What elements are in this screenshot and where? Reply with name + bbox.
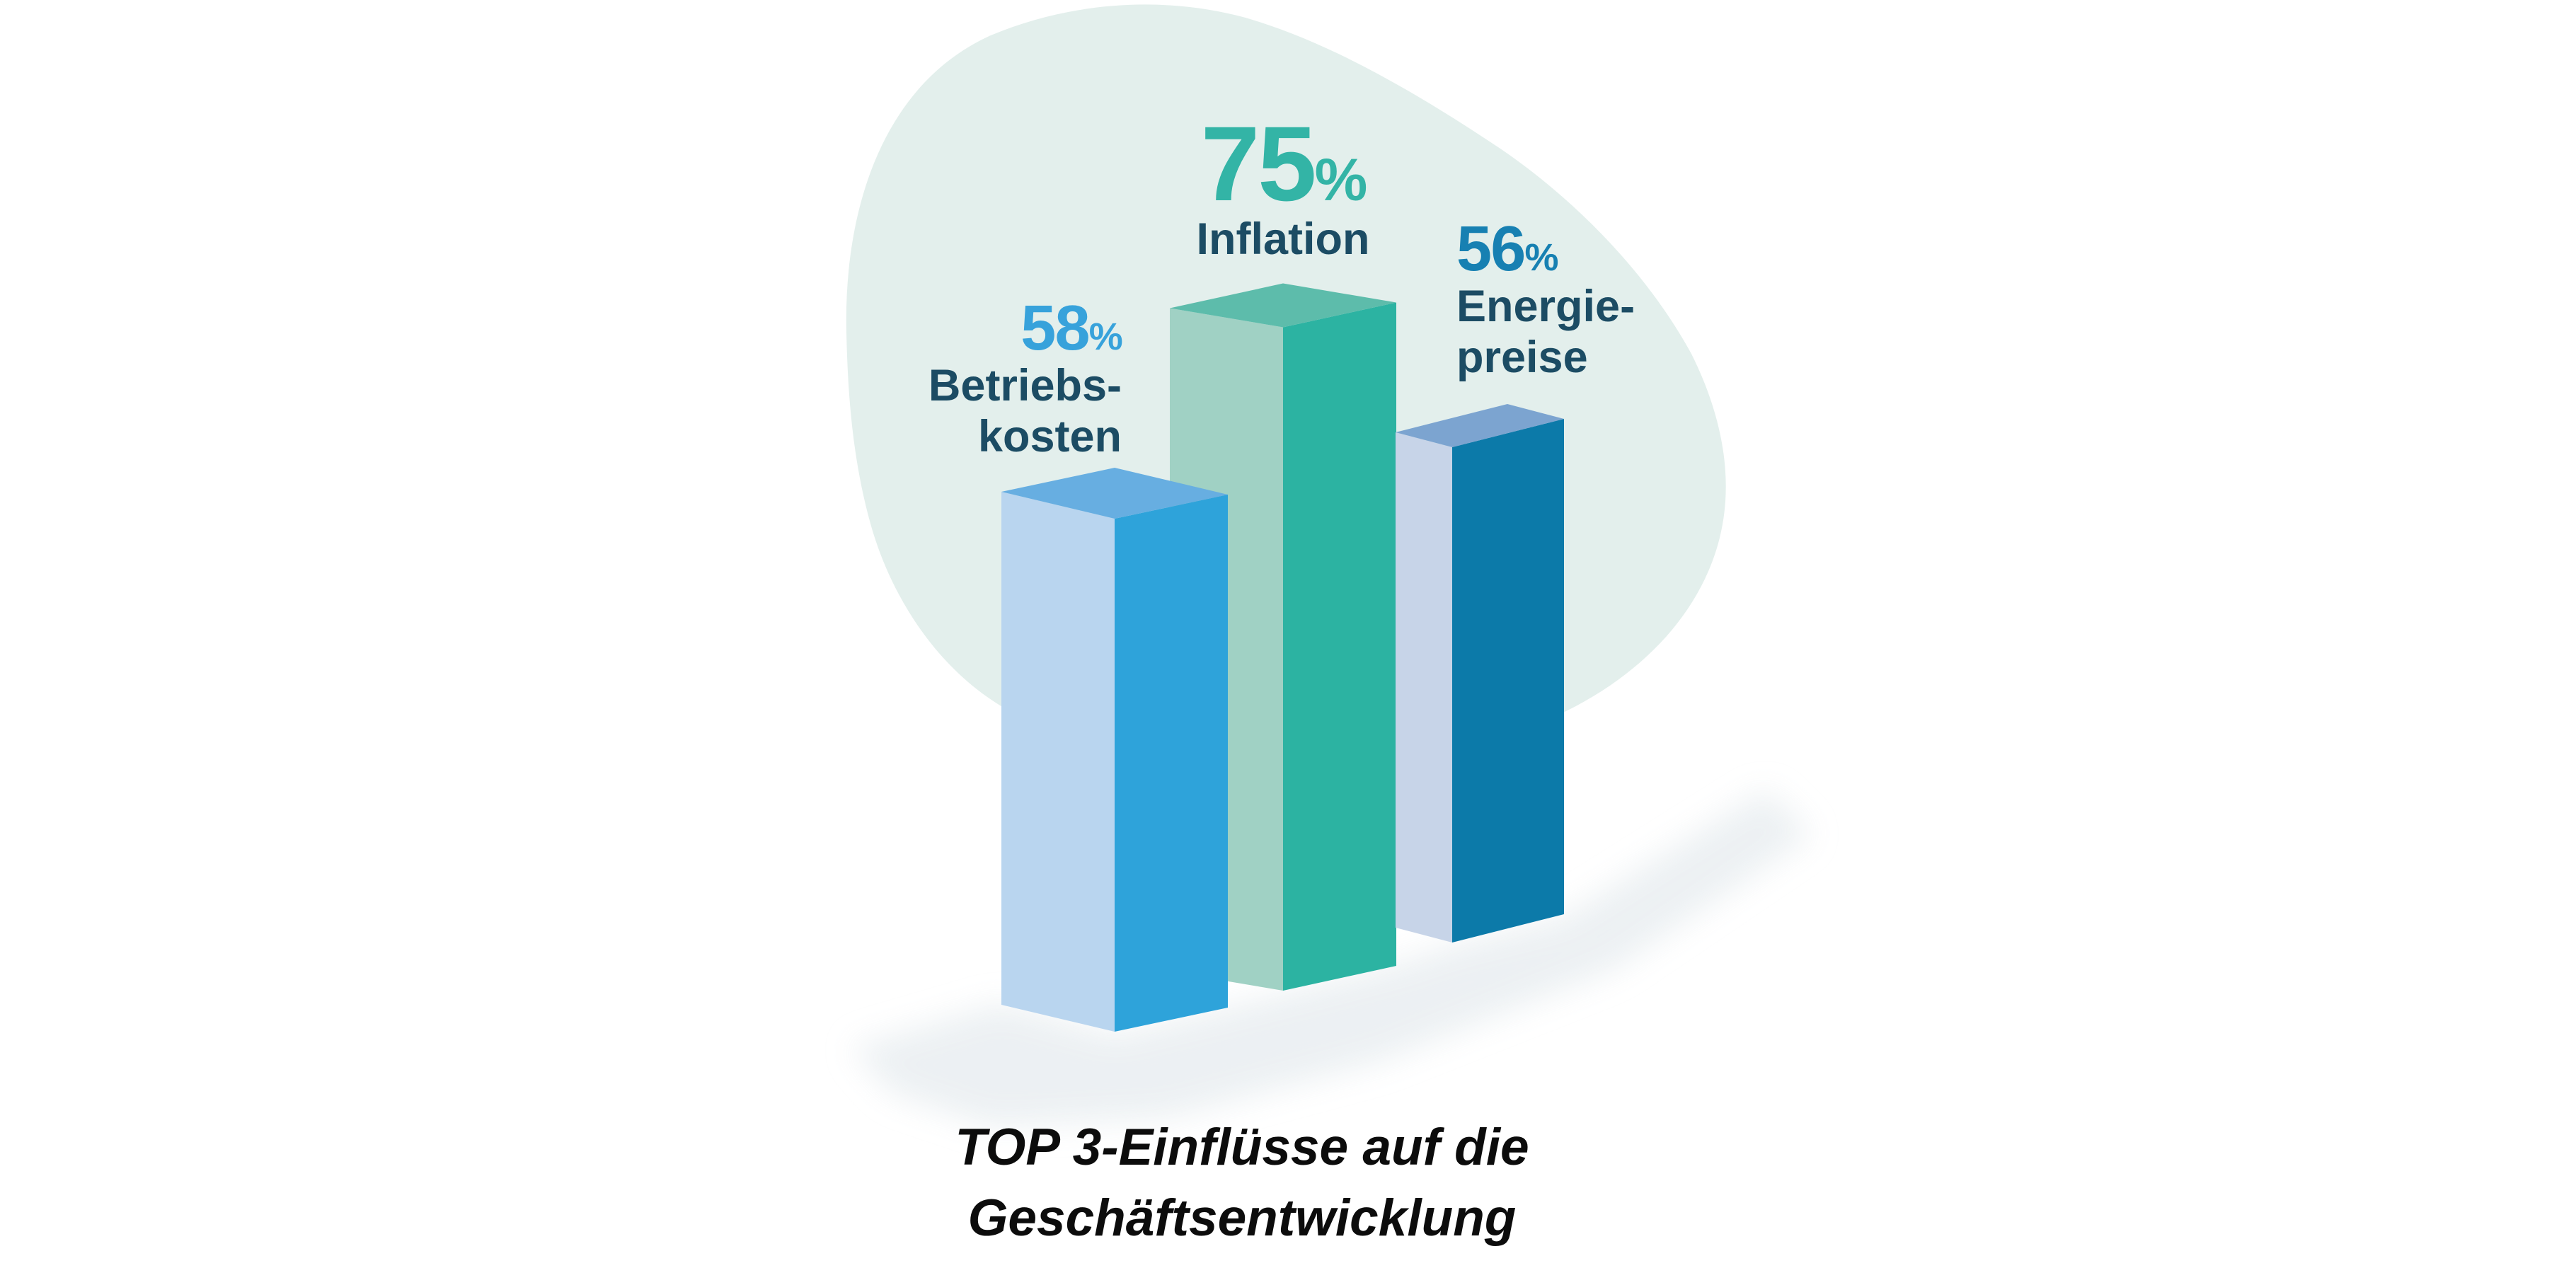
stat-value-betriebskosten: 58% bbox=[928, 296, 1123, 360]
percent-sign: % bbox=[1524, 236, 1559, 279]
percent-sign: % bbox=[1088, 316, 1123, 358]
label-line: Inflation bbox=[1196, 214, 1370, 264]
stat-label-inflation: Inflation bbox=[1197, 214, 1370, 265]
bar-betriebskosten-top-face bbox=[1001, 468, 1228, 519]
bar-inflation-right-face bbox=[1283, 302, 1396, 991]
value-number: 75 bbox=[1200, 104, 1317, 223]
bar-energiepreise-top-face bbox=[1396, 404, 1564, 447]
label-line: preise bbox=[1456, 333, 1588, 382]
bar-energiepreise-left-face bbox=[1396, 432, 1452, 943]
bar-energiepreise-right-face bbox=[1452, 419, 1564, 943]
stat-label-betriebskosten: Betriebs- kosten bbox=[928, 360, 1122, 462]
chart-caption: TOP 3-Einflüsse auf die Geschäftsentwick… bbox=[955, 1112, 1529, 1254]
percent-sign: % bbox=[1314, 146, 1368, 213]
label-line: Energie- bbox=[1456, 282, 1635, 331]
stat-value-inflation: 75% bbox=[1197, 110, 1370, 217]
value-number: 58 bbox=[1020, 293, 1090, 364]
bar-inflation-top-face bbox=[1170, 283, 1396, 328]
label-line: kosten bbox=[977, 412, 1122, 461]
bar-betriebskosten bbox=[1001, 468, 1228, 1032]
caption-line-2: Geschäftsentwicklung bbox=[967, 1189, 1517, 1247]
bar-betriebskosten-left-face bbox=[1001, 492, 1115, 1032]
bar-betriebskosten-right-face bbox=[1115, 495, 1228, 1032]
ground-shadow bbox=[851, 790, 1812, 1126]
stat-inflation: 75% Inflation bbox=[1197, 110, 1370, 265]
bars-group bbox=[1001, 283, 1564, 1032]
stat-betriebskosten: 58% Betriebs- kosten bbox=[928, 296, 1123, 462]
label-line: Betriebs- bbox=[928, 361, 1122, 410]
stat-label-energiepreise: Energie- preise bbox=[1456, 281, 1635, 383]
caption-line-1: TOP 3-Einflüsse auf die bbox=[955, 1119, 1529, 1176]
bar-energiepreise bbox=[1396, 404, 1564, 943]
stat-energiepreise: 56% Energie- preise bbox=[1456, 217, 1635, 383]
value-number: 56 bbox=[1456, 214, 1526, 284]
stat-value-energiepreise: 56% bbox=[1456, 217, 1635, 281]
